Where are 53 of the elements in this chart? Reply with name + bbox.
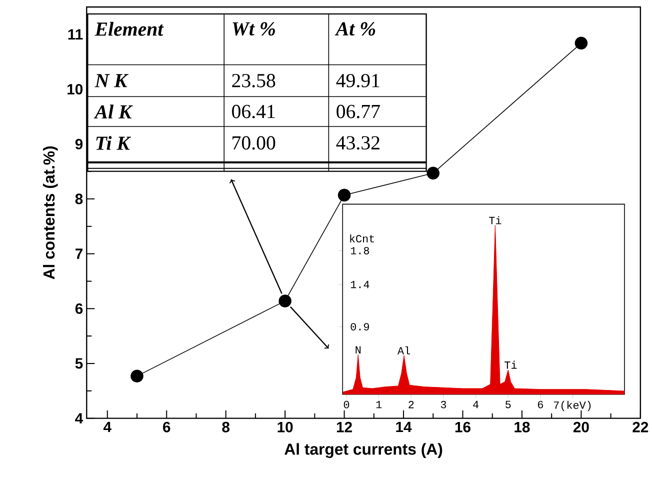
y-tick-label: 8	[75, 194, 83, 204]
annotation: 70.00	[232, 136, 276, 150]
x-tick-label: 10	[278, 422, 293, 432]
y-tick-label: 4	[75, 413, 84, 424]
annotation: N K	[94, 74, 128, 88]
x-tick-label: 2	[408, 400, 414, 408]
x-tick-label: 4	[473, 400, 479, 408]
y-tick-label: 9	[75, 138, 83, 150]
annotation: 06.77	[336, 104, 380, 118]
annotation: At %	[334, 22, 376, 36]
y-axis-title: kCnt	[350, 234, 374, 242]
x-tick-label: 6	[163, 422, 170, 432]
annotation: 06.41	[232, 104, 275, 118]
x-tick-label: 18	[514, 422, 530, 432]
y-tick-label: 0.9	[350, 323, 369, 330]
annotation: Al	[397, 346, 410, 354]
x-tick-label: 3	[440, 400, 446, 408]
y-tick-label: 7	[76, 248, 82, 259]
annotation: 43.32	[336, 136, 380, 150]
x-tick-label: 20	[573, 422, 589, 432]
annotation: Al K	[94, 104, 133, 118]
y-tick-label: 1.8	[350, 246, 370, 254]
annotation: 23.58	[232, 74, 276, 88]
x-tick-label: 4	[103, 422, 112, 432]
x-tick-label: 16	[455, 422, 470, 432]
annotation: Ti K	[96, 136, 131, 150]
point	[278, 294, 292, 308]
x-tick-label: 14	[396, 422, 412, 432]
y-tick-label: 6	[75, 303, 83, 314]
x-tick-label: 12	[336, 422, 352, 432]
y-axis-title: Al contents (at.%)	[42, 146, 58, 280]
x-tick-label: 22	[632, 422, 648, 432]
annotation: Element	[94, 22, 164, 36]
point	[130, 370, 144, 382]
y-tick-label: 10	[68, 84, 83, 94]
annotation: Ti	[489, 216, 502, 224]
x-tick-label: 6	[538, 400, 544, 408]
x-axis-title: Al target currents (A)	[284, 443, 442, 458]
x-tick-label: 7(keV)	[554, 400, 591, 412]
point	[426, 166, 440, 180]
point	[338, 188, 351, 202]
annotation: Wt %	[232, 22, 275, 36]
annotation: N	[356, 346, 361, 354]
x-tick-label: 8	[222, 422, 230, 432]
point	[574, 36, 588, 50]
annotation: 49.91	[336, 74, 380, 88]
y-tick-label: 1.4	[350, 280, 370, 288]
y-tick-label: 5	[75, 358, 83, 369]
x-tick-label: 1	[376, 400, 382, 408]
y-tick-label: 11	[68, 29, 83, 40]
annotation: Ti	[504, 360, 517, 369]
x-tick-label: 0	[344, 400, 350, 408]
x-tick-label: 5	[506, 400, 511, 408]
